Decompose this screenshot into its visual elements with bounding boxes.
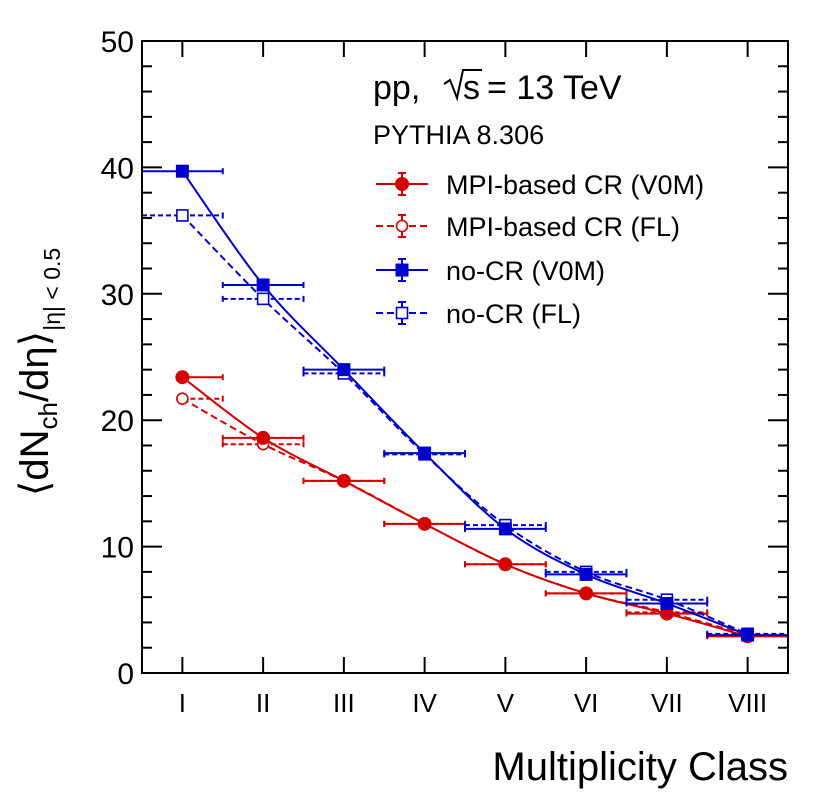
y-tick-label: 10 <box>101 532 134 565</box>
x-tick-label: V <box>497 688 515 718</box>
data-point <box>336 473 351 488</box>
collision-system-label: pp, <box>373 69 420 107</box>
series-line <box>181 397 748 637</box>
x-tick-label: III <box>333 688 355 718</box>
y-tick-label: 20 <box>101 405 134 438</box>
plot-area <box>141 164 789 644</box>
legend-label: no-CR (FL) <box>446 299 581 329</box>
legend-marker <box>395 263 409 277</box>
data-point <box>498 557 513 572</box>
data-point <box>337 363 351 377</box>
energy-label: = 13 TeV <box>487 69 622 107</box>
data-point <box>418 446 432 460</box>
data-point <box>660 596 674 610</box>
data-point <box>176 392 189 406</box>
legend-label: MPI-based CR (FL) <box>446 212 680 242</box>
data-point <box>256 292 270 306</box>
data-point <box>175 164 189 178</box>
y-tick-label: 50 <box>101 26 134 59</box>
series-mpi-based-cr-v0m <box>175 370 789 644</box>
legend-entry: no-CR (FL) <box>376 299 581 329</box>
plot-frame <box>141 40 789 674</box>
legend-entry: MPI-based CR (FL) <box>376 212 680 242</box>
data-point <box>176 209 189 222</box>
generator-label: PYTHIA 8.306 <box>373 120 544 150</box>
y-tick-label: 30 <box>101 279 134 312</box>
legend-marker <box>395 177 409 191</box>
legend-marker <box>395 306 409 320</box>
data-point <box>498 522 512 536</box>
data-point <box>579 586 594 601</box>
x-axis-title: Multiplicity Class <box>492 745 788 789</box>
legend-label: MPI-based CR (V0M) <box>446 170 704 200</box>
x-tick-label: I <box>179 688 186 718</box>
sqrt-s-label: s <box>463 69 480 107</box>
legend: MPI-based CR (V0M) MPI-based CR (FL) no-CR… <box>376 170 704 329</box>
data-point <box>256 430 271 445</box>
legend-entry: MPI-based CR (V0M) <box>376 170 704 200</box>
data-point <box>256 278 270 292</box>
sqrt-symbol <box>443 69 482 102</box>
series-no-cr-v0m <box>141 164 789 642</box>
data-point <box>579 567 593 581</box>
data-point <box>175 370 190 385</box>
legend-marker <box>395 219 409 233</box>
x-tick-label: IV <box>412 688 437 718</box>
y-tick-label: 40 <box>101 152 134 185</box>
data-point <box>417 516 432 531</box>
data-point <box>741 628 755 642</box>
x-tick-label: VIII <box>728 688 767 718</box>
y-axis-title: ⟨dNch/dη⟩|η| < 0.5 <box>13 248 65 496</box>
energy-annotation: pp, s = 13 TeV <box>373 69 622 107</box>
legend-label: no-CR (V0M) <box>446 256 605 286</box>
y-tick-label: 0 <box>117 658 134 691</box>
x-tick-label: II <box>256 688 270 718</box>
x-tick-label: VI <box>574 688 599 718</box>
legend-entry: no-CR (V0M) <box>376 256 605 286</box>
x-tick-label: VII <box>651 688 683 718</box>
